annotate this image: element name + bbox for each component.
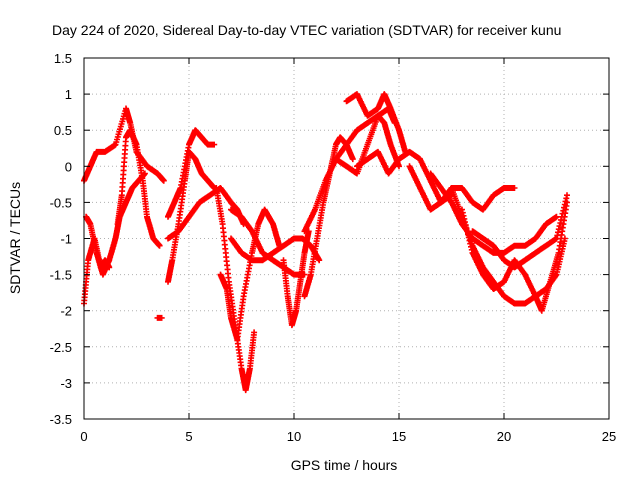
y-tick-label: -2	[60, 304, 72, 319]
data-series-track-s	[406, 163, 518, 213]
x-tick-label: 15	[392, 429, 406, 444]
data-series-track-j	[217, 206, 283, 343]
grid-lines	[84, 58, 609, 419]
y-tick-label: -3	[60, 376, 72, 391]
data-series-track-k	[228, 235, 323, 264]
data-series-track-q	[343, 91, 409, 155]
chart-title: Day 224 of 2020, Sidereal Day-to-day VTE…	[52, 22, 562, 38]
plot-frame	[83, 57, 610, 420]
x-tick-label: 0	[80, 429, 87, 444]
data-series-track-f	[165, 127, 218, 220]
x-axis-label: GPS time / hours	[291, 457, 398, 473]
axis-ticks: 0 5 10 15 20 25 1.5 1 0.5 0 -0.5 -1 -1.5 -2 -2.5 -3 -3.5	[50, 51, 617, 444]
y-tick-label: -0.5	[50, 195, 72, 210]
y-tick-label: -2.5	[50, 340, 72, 355]
x-tick-label: 10	[287, 429, 301, 444]
data-series-track-l	[228, 206, 308, 278]
y-axis-label: SDTVAR / TECUs	[7, 182, 23, 294]
y-tick-label: -1.5	[50, 268, 72, 283]
data-markers	[81, 91, 570, 394]
x-tick-label: 25	[602, 429, 616, 444]
y-tick-label: 1.5	[54, 51, 72, 66]
y-tick-label: 1	[65, 87, 72, 102]
data-series-track-c	[114, 127, 163, 249]
x-tick-label: 5	[185, 429, 192, 444]
data-series-track-i	[213, 185, 258, 394]
y-tick-label: -3.5	[50, 412, 72, 427]
data-series-track-m	[280, 228, 312, 329]
y-tick-label: -1	[60, 232, 72, 247]
x-tick-label: 20	[497, 429, 511, 444]
y-tick-label: 0	[65, 159, 72, 174]
y-tick-label: 0.5	[54, 123, 72, 138]
data-series-track-d	[83, 170, 148, 278]
data-series-track-w	[469, 192, 570, 271]
data-series-track-r	[354, 148, 455, 206]
data-series-track-e	[154, 314, 165, 321]
